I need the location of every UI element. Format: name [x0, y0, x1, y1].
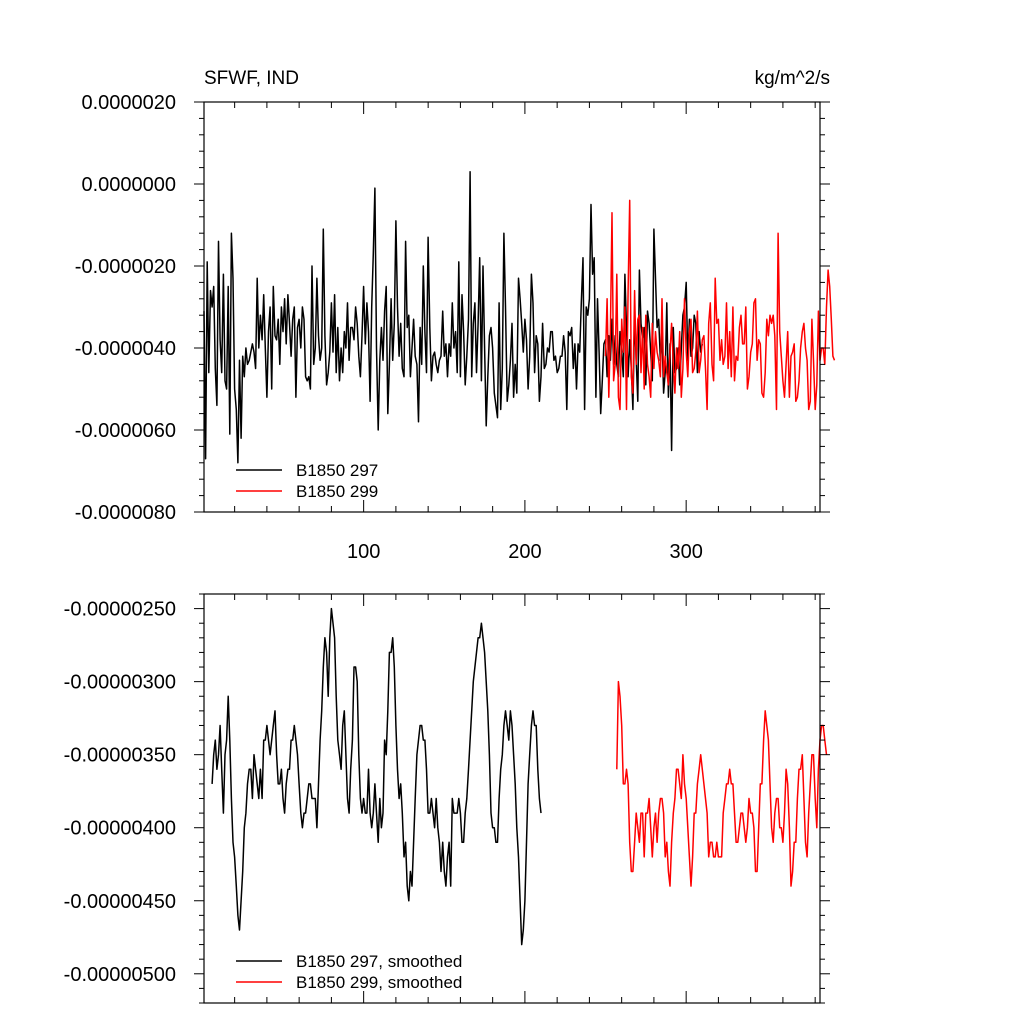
y-tick-label: -0.0000040 [75, 338, 176, 360]
y-tick-label: -0.0000060 [75, 420, 176, 442]
series-line-b1850-297-smoothed [211, 607, 542, 946]
x-tick-label: 200 [508, 541, 541, 563]
series-line-b1850-299 [604, 199, 836, 411]
y-tick-label: -0.0000080 [75, 502, 176, 524]
bottom-panel: -0.00000250 -0.00000300 -0.00000350 -0.0000… [64, 593, 830, 1004]
y-tick-label: -0.00000300 [64, 672, 176, 694]
series-line-b1850-299-smoothed [616, 680, 828, 887]
top-legend: B1850 297 B1850 299 [236, 461, 378, 501]
y-tick-label: -0.00000350 [64, 745, 176, 767]
x-tick-label: 100 [347, 541, 380, 563]
chart-units-label: kg/m^2/s [755, 68, 830, 89]
legend-label-b1850-297: B1850 297 [296, 461, 378, 480]
y-tick-label: -0.0000020 [75, 256, 176, 278]
y-tick-label: -0.00000450 [64, 891, 176, 913]
y-tick-label: -0.00000500 [64, 964, 176, 986]
chart-title-left: SFWF, IND [204, 68, 299, 89]
y-tick-label: 0.0000000 [81, 174, 176, 196]
legend-label-b1850-297-smoothed: B1850 297, smoothed [296, 952, 462, 971]
y-tick-label: -0.00000400 [64, 818, 176, 840]
series-line-b1850-297 [203, 170, 704, 464]
top-panel: SFWF, IND kg/m^2/s 0.0000020 0.0000000 -0.… [75, 68, 836, 563]
top-plot-frame [203, 101, 821, 513]
y-tick-label: 0.0000020 [81, 92, 176, 114]
x-tick-label: 300 [669, 541, 702, 563]
bottom-legend: B1850 297, smoothed B1850 299, smoothed [236, 952, 462, 992]
legend-label-b1850-299: B1850 299 [296, 482, 378, 501]
y-tick-label: -0.00000250 [64, 599, 176, 621]
legend-label-b1850-299-smoothed: B1850 299, smoothed [296, 973, 462, 992]
bottom-plot-frame [203, 593, 821, 1004]
